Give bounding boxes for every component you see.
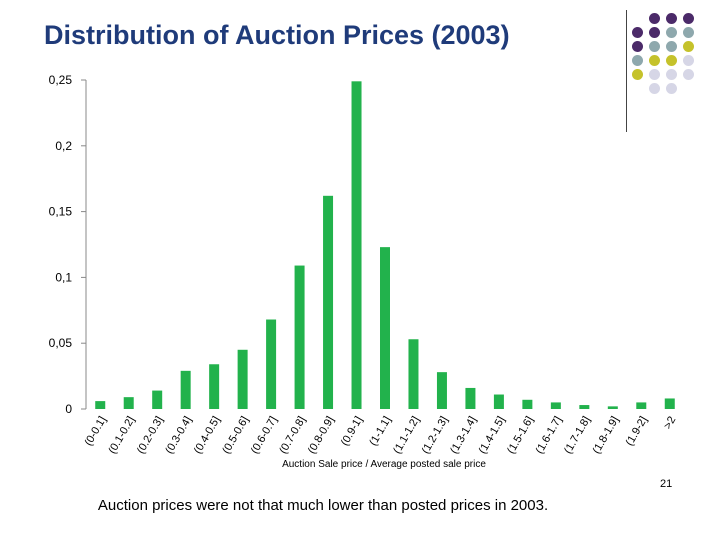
y-tick-label: 0,25 — [49, 73, 73, 87]
bar — [323, 195, 334, 409]
bar — [607, 406, 618, 409]
bar-chart: 0 0,05 0,1 0,15 0,2 0,25 (0-0.1](0.1-0.2](0.2… — [49, 73, 679, 470]
x-tick-label: (1.5-1.6] — [505, 415, 536, 456]
y-tick-label: 0,05 — [49, 336, 73, 350]
x-axis-label: Auction Sale price / Average posted sale… — [282, 459, 486, 470]
x-tick-label: (1.1-1.2] — [391, 415, 422, 456]
x-tick-label: (1.4-1.5] — [477, 415, 508, 456]
bar — [266, 319, 277, 409]
x-tick-label: (0.9-1] — [339, 415, 365, 449]
decor-dot — [666, 41, 677, 52]
x-tick-label: (0.3-0.4] — [163, 415, 194, 456]
page-number: 21 — [660, 478, 673, 490]
x-tick-label: (0.6-0.7] — [249, 415, 280, 456]
x-tick-label: (0-0.1] — [83, 415, 109, 449]
bar — [351, 81, 362, 409]
y-tick-label: 0,2 — [55, 139, 72, 153]
bar — [152, 390, 163, 409]
decor-dot — [632, 27, 643, 38]
decor-dot — [666, 55, 677, 66]
bar — [180, 370, 191, 409]
x-axis-tick-labels: (0-0.1](0.1-0.2](0.2-0.3](0.3-0.4](0.4-0… — [83, 415, 679, 456]
x-tick-label: (0.5-0.6] — [220, 415, 251, 456]
bar — [380, 247, 390, 409]
x-tick-label: (1.2-1.3] — [420, 415, 451, 456]
x-tick-label: (0.8-0.9] — [306, 415, 337, 456]
decor-dot — [632, 55, 643, 66]
bar — [636, 402, 647, 409]
y-axis: 0 0,05 0,1 0,15 0,2 0,25 — [49, 73, 87, 416]
x-tick-label: (1.3-1.4] — [448, 415, 479, 456]
x-tick-label: >2 — [662, 415, 679, 432]
decor-dot — [649, 27, 660, 38]
caption-text: Auction prices were not that much lower … — [97, 497, 549, 514]
bar — [579, 405, 590, 409]
decor-dot — [683, 41, 694, 52]
y-tick-label: 0 — [65, 402, 72, 416]
decor-dot — [666, 83, 677, 94]
bar — [436, 372, 447, 409]
decor-dot — [649, 69, 660, 80]
decor-dot — [666, 13, 677, 24]
decor-dot — [683, 69, 694, 80]
bar — [294, 265, 305, 409]
decor-dot — [632, 41, 643, 52]
x-tick-label: (1.9-2] — [624, 415, 650, 449]
decor-dot — [683, 13, 694, 24]
bar — [408, 339, 419, 409]
x-tick-label: (1.7-1.8] — [562, 415, 593, 456]
decor-dot — [649, 83, 660, 94]
bar-series — [95, 81, 675, 409]
slide-title: Distribution of Auction Prices (2003) — [44, 20, 510, 50]
decor-dot — [666, 27, 677, 38]
decor-dot — [649, 13, 660, 24]
x-tick-label: (1.6-1.7] — [534, 415, 565, 456]
decor-divider-line — [626, 10, 627, 132]
bar — [237, 349, 248, 409]
decor-dot — [666, 69, 677, 80]
x-tick-label: (1.8-1.9] — [591, 415, 622, 456]
decor-dot — [649, 55, 660, 66]
x-tick-label: (1-1.1] — [367, 415, 393, 449]
bar — [209, 364, 220, 409]
slide-caption: Auction prices were not that much lower … — [0, 497, 720, 514]
x-tick-label: (0.1-0.2] — [106, 415, 137, 456]
bar — [493, 394, 504, 409]
bar — [664, 398, 675, 409]
decor-dot — [683, 27, 694, 38]
decor-dot — [632, 69, 643, 80]
x-tick-label: (0.4-0.5] — [192, 415, 223, 456]
x-tick-label: (0.7-0.8] — [277, 415, 308, 456]
bar — [123, 397, 134, 409]
bar — [522, 399, 533, 409]
x-tick-label: (0.2-0.3] — [135, 415, 166, 456]
decor-dot — [649, 41, 660, 52]
y-tick-label: 0,15 — [49, 205, 73, 219]
bar — [95, 401, 106, 409]
decor-dot — [683, 55, 694, 66]
y-tick-label: 0,1 — [55, 270, 72, 284]
bar — [465, 387, 476, 409]
bar — [550, 402, 561, 409]
